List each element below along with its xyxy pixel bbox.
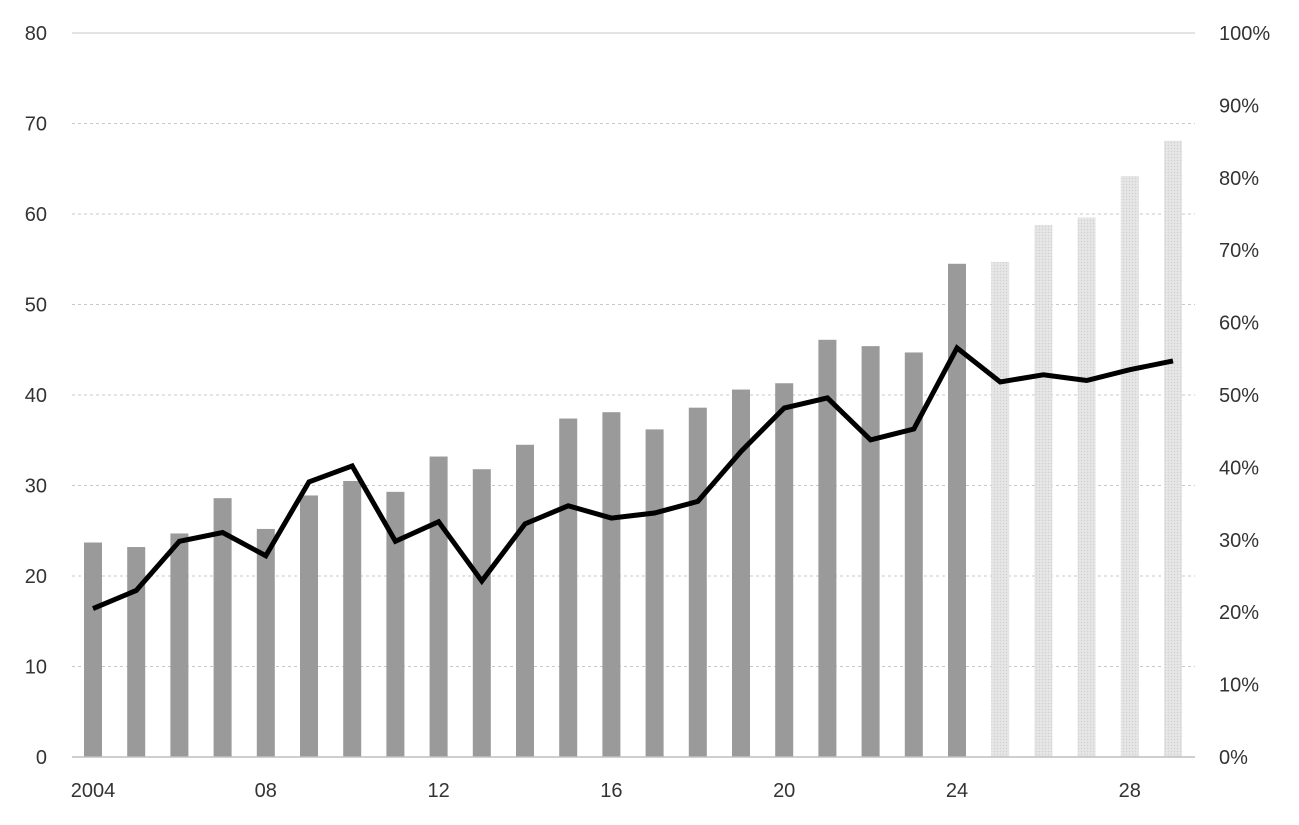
y-right-tick-label: 50% [1219, 385, 1259, 407]
y-right-tick-label: 100% [1219, 23, 1270, 45]
y-right-tick-label: 10% [1219, 675, 1259, 697]
bar [602, 412, 621, 757]
y-right-tick-label: 90% [1219, 95, 1259, 117]
y-left-tick-label: 70 [25, 114, 47, 136]
y-left-tick-label: 50 [25, 295, 47, 317]
bar [861, 346, 880, 757]
bar [386, 491, 405, 757]
y-right-tick-label: 40% [1219, 457, 1259, 479]
axes: 0 10 20 30 40 50 60 70 80 0% 10% 20% 30% 40% 50% 60% 70%… [25, 23, 1271, 802]
bar [559, 418, 578, 757]
y-left-tick-label: 0 [36, 747, 47, 769]
bar [516, 444, 534, 757]
x-tick-label: 16 [600, 780, 622, 802]
x-tick-label: 20 [773, 780, 795, 802]
bar-projected [1164, 140, 1182, 757]
x-tick-label: 12 [427, 780, 449, 802]
bar [84, 542, 102, 757]
bar [732, 389, 750, 757]
gridlines [72, 32, 1195, 667]
bar [256, 528, 275, 757]
x-tick-label: 24 [946, 780, 968, 802]
bar-projected [1120, 175, 1139, 758]
y-right-tick-label: 60% [1219, 313, 1259, 335]
bar [645, 429, 664, 757]
bar-projected [1034, 224, 1053, 758]
bar [775, 383, 794, 757]
y-left-tick-label: 30 [25, 476, 47, 498]
bar [127, 547, 146, 757]
y-right-tick-label: 80% [1219, 168, 1259, 190]
bar [818, 339, 837, 757]
y-left-tick-label: 60 [25, 204, 47, 226]
bar [948, 263, 966, 757]
y-right-tick-label: 20% [1219, 602, 1259, 624]
x-tick-label: 28 [1119, 780, 1141, 802]
x-tick-label: 2004 [71, 780, 116, 802]
line-series [92, 344, 1174, 611]
y-right-tick-label: 70% [1219, 240, 1259, 262]
bar-series [84, 140, 1182, 758]
line-series-path [92, 344, 1174, 611]
bar [213, 498, 232, 757]
y-left-tick-label: 80 [25, 23, 47, 45]
bar [429, 456, 448, 757]
bar [688, 407, 707, 757]
x-tick-label: 08 [255, 780, 277, 802]
y-left-tick-label: 10 [25, 657, 47, 679]
bar [343, 480, 362, 757]
bar [472, 469, 491, 757]
y-left-tick-label: 20 [25, 566, 47, 588]
bar-projected [1077, 217, 1096, 757]
y-right-tick-label: 30% [1219, 530, 1259, 552]
y-left-tick-label: 40 [25, 385, 47, 407]
bar [170, 533, 189, 757]
bar [300, 495, 318, 757]
bar-projected [991, 261, 1010, 757]
y-right-tick-label: 0% [1219, 747, 1248, 769]
bar [904, 352, 923, 757]
